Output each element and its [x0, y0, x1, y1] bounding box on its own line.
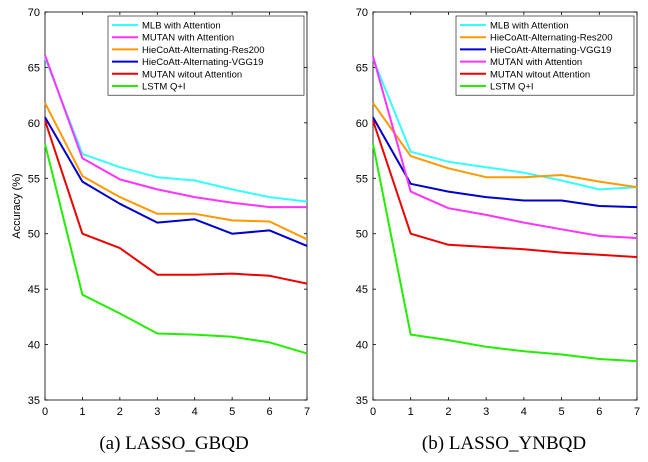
- x-tick-label: 3: [154, 406, 160, 418]
- series-line-3: [372, 116, 638, 209]
- y-tick-label: 35: [356, 395, 368, 407]
- series-line-5: [44, 120, 308, 285]
- series-line-1: [372, 58, 638, 191]
- caption-b: (b) LASSO_YNBQD: [422, 433, 586, 454]
- x-tick-label: 1: [79, 406, 85, 418]
- legend-entry: MUTAN witout Attention: [142, 69, 242, 80]
- legend-box: [107, 15, 305, 96]
- series-line-6: [372, 143, 638, 363]
- legend-entry: MLB with Attention: [142, 21, 221, 32]
- x-tick-label: 2: [445, 406, 451, 418]
- series-line-3: [44, 102, 308, 241]
- y-tick-label: 60: [28, 118, 40, 130]
- series-line-6: [44, 143, 308, 355]
- y-tick-label: 70: [356, 7, 368, 19]
- series-line-4: [44, 116, 308, 247]
- x-tick-label: 7: [634, 406, 640, 418]
- series-line-4: [372, 56, 638, 240]
- legend-entry: HieCoAtt-Alternating-Res200: [142, 45, 265, 56]
- x-tick-label: 7: [304, 406, 310, 418]
- y-tick-label: 45: [28, 284, 40, 296]
- legend-entry: MUTAN witout Attention: [490, 69, 590, 80]
- caption-a: (a) LASSO_GBQD: [99, 433, 248, 454]
- y-tick-label: 35: [28, 395, 40, 407]
- x-tick-label: 0: [370, 406, 376, 418]
- series-line-1: [44, 57, 308, 203]
- legend-entry: MLB with Attention: [490, 21, 569, 32]
- y-tick-label: 65: [356, 62, 368, 74]
- x-tick-label: 4: [192, 406, 198, 418]
- series-line-2: [372, 102, 638, 189]
- y-tick-label: 50: [356, 229, 368, 241]
- x-tick-label: 2: [117, 406, 123, 418]
- legend-entry: MUTAN with Attention: [142, 33, 234, 44]
- x-tick-label: 4: [521, 406, 527, 418]
- legend-entry: HieCoAtt-Alternating-Res200: [490, 33, 613, 44]
- y-tick-label: 50: [28, 229, 40, 241]
- x-tick-label: 6: [596, 406, 602, 418]
- y-tick-label: 40: [28, 340, 40, 352]
- x-tick-label: 5: [559, 406, 565, 418]
- legend-entry: MUTAN with Attention: [490, 57, 582, 68]
- y-tick-label: 40: [356, 340, 368, 352]
- y-tick-label: 70: [28, 7, 40, 19]
- legend-box: [455, 15, 635, 96]
- y-tick-label: 55: [356, 173, 368, 185]
- x-tick-label: 0: [42, 406, 48, 418]
- legend-entry: LSTM Q+I: [490, 82, 534, 93]
- y-tick-label: 65: [28, 62, 40, 74]
- axes-frame: [44, 11, 308, 401]
- x-tick-label: 6: [267, 406, 273, 418]
- legend-entry: LSTM Q+I: [142, 82, 186, 93]
- axes-frame: [372, 11, 638, 401]
- series-line-5: [372, 120, 638, 258]
- legend-entry: HieCoAtt-Alternating-VGG19: [490, 45, 611, 56]
- y-tick-label: 60: [356, 118, 368, 130]
- y-tick-label: 45: [356, 284, 368, 296]
- series-line-2: [44, 54, 307, 209]
- y-axis-label: Accuracy (%): [11, 173, 23, 238]
- legend: MLB with AttentionHieCoAtt-Alternating-R…: [455, 15, 635, 96]
- x-tick-label: 3: [483, 406, 489, 418]
- y-tick-label: 55: [28, 173, 40, 185]
- legend-entry: HieCoAtt-Alternating-VGG19: [142, 57, 263, 68]
- x-tick-label: 1: [408, 406, 414, 418]
- x-tick-label: 5: [229, 406, 235, 418]
